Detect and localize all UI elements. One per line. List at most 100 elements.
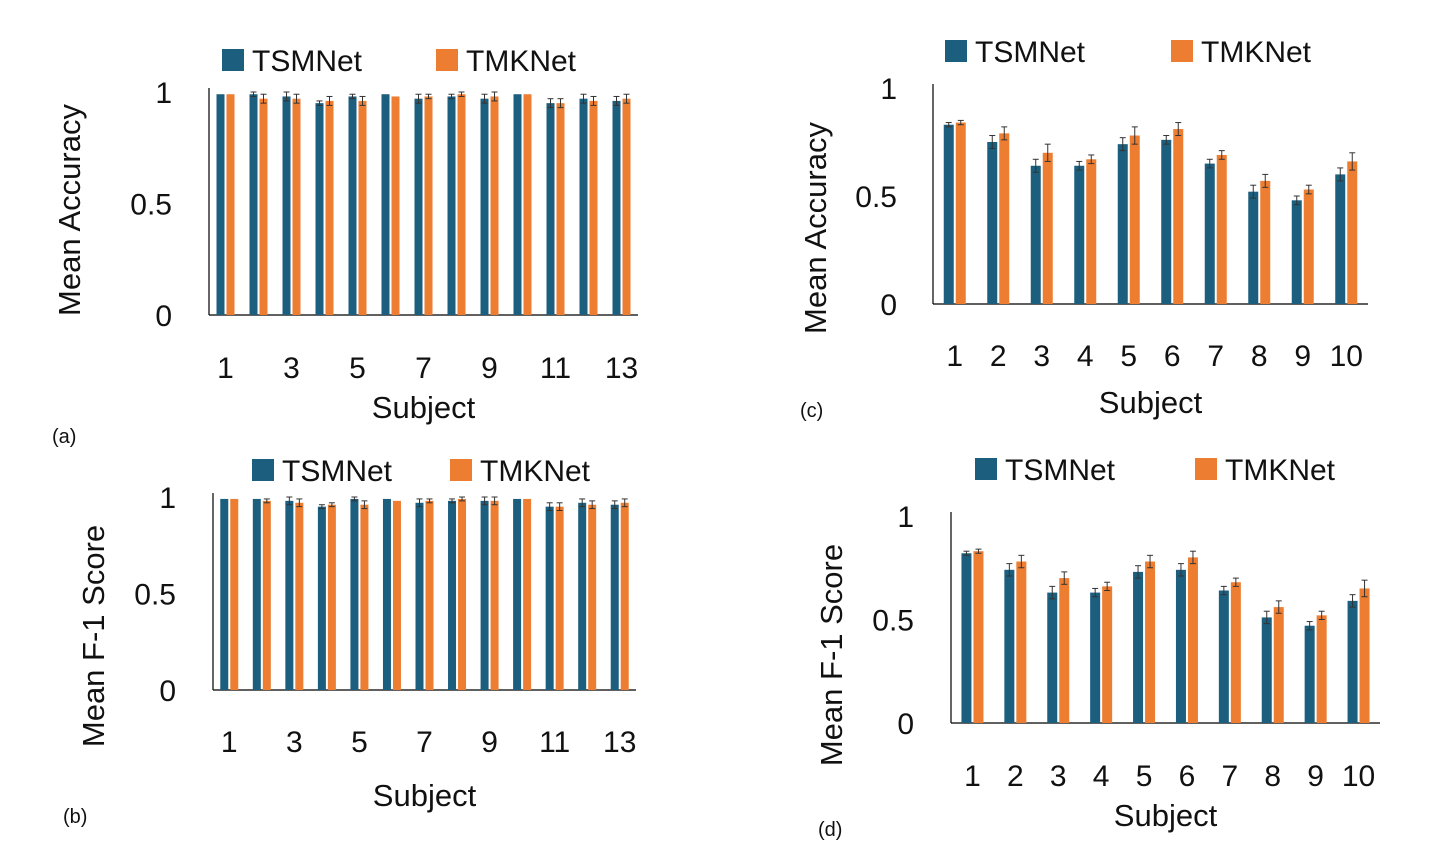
- bar-tsmnet-subject-9: [480, 98, 489, 315]
- bar-tmknet-subject-10: [523, 498, 532, 690]
- bar-tmknet-subject-8: [1260, 180, 1271, 304]
- x-tick-label: 9: [481, 726, 498, 759]
- x-tick-label: 8: [1251, 340, 1268, 373]
- x-tick-label: 3: [1050, 760, 1067, 793]
- bar-tsmnet-subject-13: [612, 100, 621, 315]
- bar-tmknet-subject-8: [1273, 607, 1284, 723]
- x-tick-label: 11: [539, 726, 570, 759]
- bar-tsmnet-subject-8: [1248, 191, 1259, 304]
- bar-tmknet-subject-6: [391, 96, 400, 316]
- y-axis-title: Mean Accuracy: [798, 122, 833, 334]
- bar-tmknet-subject-4: [327, 504, 336, 690]
- bar-tsmnet-subject-7: [415, 502, 424, 690]
- bar-tsmnet-subject-8: [448, 500, 457, 690]
- bar-tsmnet-subject-4: [1074, 165, 1085, 304]
- bar-tsmnet-subject-10: [513, 498, 522, 690]
- legend-label-tsmnet: TSMNet: [252, 45, 363, 78]
- bar-tsmnet-subject-8: [447, 96, 456, 316]
- bar-tsmnet-subject-2: [1004, 569, 1015, 723]
- bar-tmknet-subject-5: [358, 100, 367, 315]
- legend-label-tmknet: TMKNet: [480, 455, 591, 488]
- bar-tmknet-subject-13: [620, 502, 629, 690]
- bar-tsmnet-subject-4: [315, 103, 324, 316]
- bar-tsmnet-subject-7: [1204, 163, 1215, 304]
- legend-swatch-tmknet: [1171, 40, 1193, 62]
- bar-tmknet-subject-3: [295, 502, 304, 690]
- bar-tmknet-subject-2: [999, 133, 1010, 304]
- bar-tsmnet-subject-13: [610, 504, 619, 690]
- y-tick-label: 0: [897, 708, 914, 741]
- bar-tsmnet-subject-1: [943, 124, 954, 304]
- x-tick-label: 4: [1077, 340, 1094, 373]
- bar-tsmnet-subject-10: [513, 94, 522, 315]
- x-axis-title: Subject: [372, 390, 476, 425]
- bar-tsmnet-subject-6: [381, 94, 390, 315]
- y-axis-title: Mean F-1 Score: [76, 525, 111, 747]
- legend-swatch-tmknet: [436, 49, 458, 71]
- bar-tmknet-subject-11: [556, 103, 565, 316]
- x-tick-label: 11: [540, 352, 571, 385]
- bar-tsmnet-subject-5: [350, 498, 359, 690]
- legend-swatch-tsmnet: [975, 458, 997, 480]
- bar-tmknet-subject-7: [425, 500, 434, 690]
- bar-tmknet-subject-6: [1187, 557, 1198, 723]
- panel-label: (c): [800, 400, 823, 422]
- x-tick-label: 13: [605, 352, 638, 385]
- bar-tsmnet-subject-5: [1117, 144, 1128, 304]
- bar-tmknet-subject-8: [457, 94, 466, 315]
- bar-tsmnet-subject-3: [282, 96, 291, 316]
- y-tick-label: 0.5: [855, 181, 897, 214]
- x-tick-label: 8: [1264, 760, 1281, 793]
- bar-tsmnet-subject-6: [1161, 139, 1172, 304]
- x-tick-label: 1: [964, 760, 981, 793]
- x-tick-label: 7: [416, 726, 433, 759]
- bar-tmknet-subject-9: [1303, 189, 1314, 304]
- y-tick-label: 0.5: [872, 605, 914, 638]
- bar-tsmnet-subject-9: [1304, 625, 1315, 723]
- bar-tmknet-subject-10: [1359, 588, 1370, 723]
- legend-label-tmknet: TMKNet: [1201, 36, 1312, 69]
- legend-label-tmknet: TMKNet: [466, 45, 577, 78]
- bar-tmknet-subject-9: [1316, 615, 1327, 723]
- x-tick-label: 13: [603, 726, 636, 759]
- bar-tsmnet-subject-10: [1347, 600, 1358, 723]
- y-tick-label: 0.5: [130, 189, 172, 222]
- x-axis-title: Subject: [373, 778, 477, 813]
- x-tick-label: 3: [286, 726, 303, 759]
- bar-tmknet-subject-2: [259, 98, 268, 315]
- bar-tsmnet-subject-6: [382, 498, 391, 690]
- y-tick-label: 1: [897, 501, 914, 534]
- bar-tsmnet-subject-4: [1090, 592, 1101, 723]
- bar-tmknet-subject-5: [1129, 135, 1140, 304]
- bar-tmknet-subject-1: [226, 94, 235, 315]
- y-tick-label: 0.5: [134, 579, 176, 612]
- x-tick-label: 5: [351, 726, 368, 759]
- bar-tsmnet-subject-6: [1175, 569, 1186, 723]
- legend-label-tsmnet: TSMNet: [975, 36, 1086, 69]
- x-tick-label: 6: [1179, 760, 1196, 793]
- bar-tsmnet-subject-3: [285, 500, 294, 690]
- x-tick-label: 7: [1207, 340, 1224, 373]
- legend-swatch-tmknet: [1195, 458, 1217, 480]
- bar-tmknet-subject-4: [325, 100, 334, 315]
- bar-tmknet-subject-10: [1347, 161, 1358, 304]
- bar-tmknet-subject-1: [955, 122, 966, 304]
- x-axis-title: Subject: [1114, 798, 1218, 833]
- bar-tmknet-subject-13: [622, 98, 631, 315]
- x-tick-label: 6: [1164, 340, 1181, 373]
- bar-tmknet-subject-3: [292, 98, 301, 315]
- y-tick-label: 0: [155, 300, 172, 333]
- y-axis-title: Mean Accuracy: [52, 104, 87, 316]
- x-tick-label: 10: [1342, 760, 1375, 793]
- x-tick-label: 5: [1136, 760, 1153, 793]
- bar-tsmnet-subject-11: [545, 506, 554, 690]
- bar-tmknet-subject-9: [490, 96, 499, 316]
- bar-tsmnet-subject-2: [249, 94, 258, 315]
- bar-tsmnet-subject-1: [220, 498, 229, 690]
- bar-tmknet-subject-9: [490, 500, 499, 690]
- x-tick-label: 3: [1033, 340, 1050, 373]
- panel-label: (d): [818, 819, 842, 841]
